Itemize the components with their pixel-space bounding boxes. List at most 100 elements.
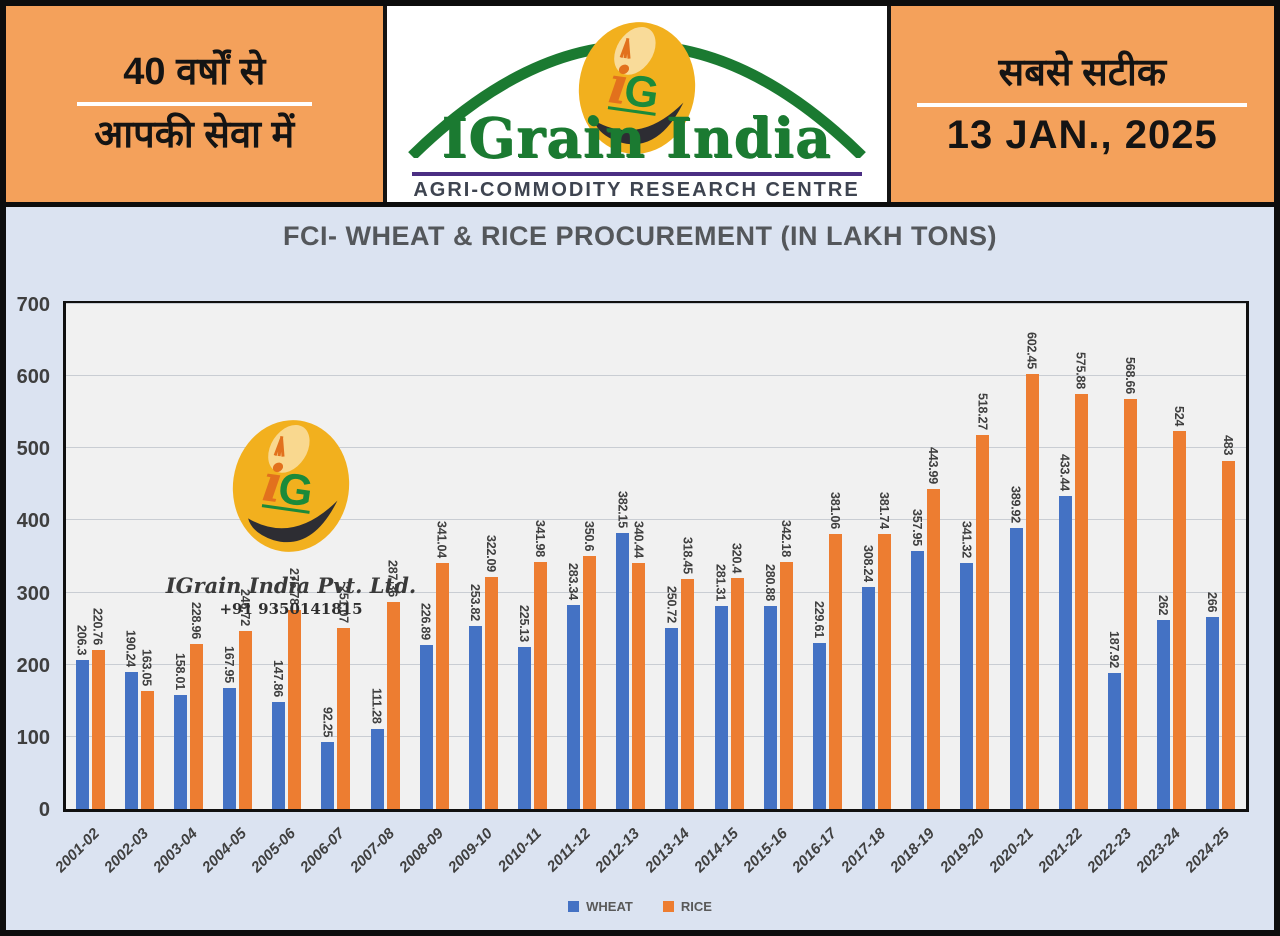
wheat-bar [321,742,335,809]
logo-monogram-oval-icon: i G [578,22,695,154]
x-tick-label: 2002-03 [100,825,152,876]
rice-value-label: 342.18 [778,520,793,558]
x-tick-label: 2011-12 [544,825,595,876]
wheat-value-label: 283.34 [566,562,581,600]
watermark-phone: +91 9350141815 [219,600,363,618]
wheat-value-label: 253.82 [467,583,482,621]
wheat-bar [763,606,777,809]
chart-panel: FCI- WHEAT & RICE PROCUREMENT (IN LAKH T… [6,221,1274,930]
y-tick-label: 600 [16,366,50,389]
gridline [66,591,1246,593]
gridline [66,303,1246,304]
wheat-value-label: 389.92 [1008,485,1023,523]
rice-bar [91,649,105,809]
rice-bar [533,562,547,809]
header-left-divider [76,102,312,106]
rice-value-label: 228.96 [188,601,203,639]
rice-value-label: 524 [1172,405,1187,426]
wheat-bar [468,625,482,809]
x-tick-label: 2016-17 [789,825,841,876]
rice-bar [1173,430,1187,809]
wheat-bar [812,643,826,809]
x-tick-label: 2020-21 [985,825,1037,876]
legend-item-wheat: WHEAT [568,899,633,914]
rice-bar [288,610,302,809]
x-tick-label: 2007-08 [346,825,398,876]
rice-value-label: 341.98 [532,520,547,558]
x-tick-label: 2022-23 [1084,825,1136,876]
gridline [66,663,1246,665]
wheat-bar [714,606,728,809]
rice-value-label: 381.74 [877,491,892,529]
bar-group: 187.92 568.66 [1098,304,1147,809]
wheat-bar [1157,620,1171,809]
rice-value-label: 287.36 [385,559,400,597]
wheat-value-label: 92.25 [320,707,335,738]
y-axis-labels: 0 100 200 300 400 500 600 700 [6,294,56,821]
rice-bar [140,691,154,809]
watermark-monogram-icon: i G [232,420,350,552]
header-date: 13 JAN., 2025 [946,113,1218,158]
header-right-banner: सबसे सटीक 13 JAN., 2025 [886,6,1274,202]
rice-bar [337,627,351,809]
rice-value-label: 350.6 [582,520,597,552]
wheat-bar [223,687,237,809]
x-tick-label: 2009-10 [444,825,496,876]
x-tick-label: 2013-14 [641,825,693,876]
wheat-bar [124,671,138,809]
bar-group: 266 483 [1197,304,1246,809]
x-tick-label: 2005-06 [248,825,300,876]
rice-value-label: 275.78 [287,568,302,606]
wheat-value-label: 341.32 [959,520,974,558]
wheat-value-label: 229.61 [811,601,826,639]
bar-group: 229.61 381.06 [803,304,852,809]
gridline [66,519,1246,521]
bar-group: 253.82 322.09 [459,304,508,809]
x-tick-label: 2021-22 [1034,825,1086,876]
wheat-bar [960,562,974,809]
wheat-bar [1058,496,1072,809]
x-tick-label: 2017-18 [838,825,890,876]
wheat-bar [75,660,89,809]
wheat-bar [567,604,581,809]
rice-value-label: 341.04 [434,520,449,558]
wheat-value-label: 190.24 [123,629,138,667]
wheat-value-label: 225.13 [516,604,531,642]
rice-value-label: 320.4 [729,542,744,573]
rice-value-label: 575.88 [1073,351,1088,389]
rice-value-label: 483 [1221,435,1236,456]
rice-value-label: 163.05 [139,649,154,687]
bar-group: 341.32 518.27 [951,304,1000,809]
wheat-value-label: 382.15 [615,491,630,529]
rice-bar [779,562,793,809]
rice-value-label: 568.66 [1122,356,1137,394]
rice-bar [239,631,253,809]
y-tick-label: 100 [16,726,50,749]
bar-group: 357.95 443.99 [902,304,951,809]
rice-bar [583,556,597,809]
bar-group: 389.92 602.45 [1000,304,1049,809]
header-logo-block: i G IGrain India AGRI-COMMODITY RESEARCH… [387,6,887,202]
wheat-value-label: 111.28 [369,688,384,724]
rice-bar [976,435,990,809]
rice-bar [730,577,744,809]
wheat-bar [419,645,433,809]
x-tick-label: 2014-15 [690,825,742,876]
rice-bar [435,562,449,809]
bar-group: 283.34 350.6 [558,304,607,809]
brand-underline [411,172,862,176]
x-tick-label: 2019-20 [936,825,988,876]
x-tick-label: 2008-09 [395,825,447,876]
bar-group: 433.44 575.88 [1049,304,1098,809]
rice-bar [1123,398,1137,809]
legend-item-rice: RICE [662,899,712,914]
wheat-bar [272,702,286,809]
watermark-logo: i G IGrain India Pvt. Ltd. +91 935014181… [161,414,421,618]
bar-group: 262 524 [1147,304,1196,809]
header: 40 वर्षों से आपकी सेवा में i G [6,6,1274,207]
rice-bar [681,579,695,809]
rice-bar [927,488,941,809]
rice-value-label: 246.72 [238,588,253,627]
bar-group: 280.88 342.18 [754,304,803,809]
legend-rice-swatch-icon [662,901,674,912]
